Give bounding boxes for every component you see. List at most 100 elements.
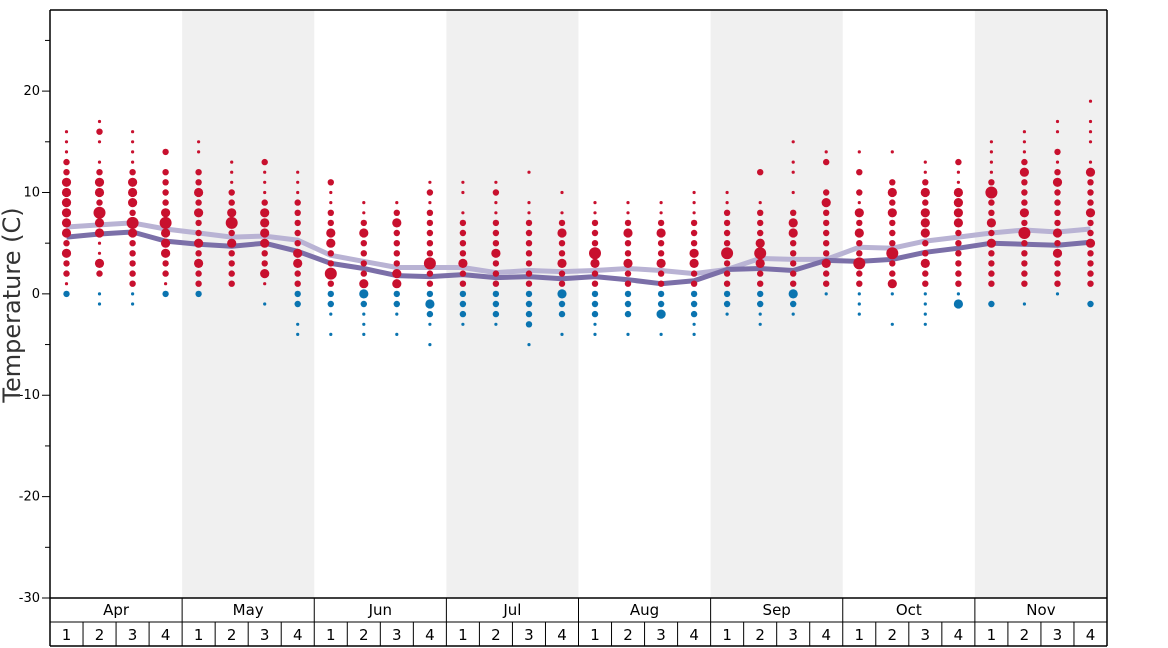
warm-dot xyxy=(329,190,333,195)
week-label: 2 xyxy=(95,626,105,644)
week-label: 4 xyxy=(821,626,831,644)
cold-dot xyxy=(591,290,599,298)
warm-dot xyxy=(956,170,961,174)
week-label: 2 xyxy=(888,626,898,644)
warm-dot xyxy=(263,180,267,184)
warm-dot xyxy=(96,169,103,176)
warm-dot xyxy=(527,201,531,205)
warm-dot xyxy=(94,228,105,238)
warm-dot xyxy=(94,177,105,187)
warm-dot xyxy=(725,190,729,195)
cold-dot xyxy=(788,289,798,299)
warm-dot xyxy=(525,250,533,257)
warm-dot xyxy=(690,270,698,277)
cold-dot xyxy=(359,289,369,299)
warm-dot xyxy=(657,250,665,257)
warm-dot xyxy=(359,228,369,238)
plot-frame xyxy=(49,9,1108,598)
warm-dot xyxy=(393,240,400,247)
warm-dot xyxy=(64,282,69,286)
warm-dot xyxy=(1021,219,1028,227)
cold-dot xyxy=(97,292,102,296)
warm-dot xyxy=(922,240,929,247)
warm-dot xyxy=(1018,227,1031,239)
month-band xyxy=(182,10,315,598)
warm-dot xyxy=(61,198,72,208)
week-label: 4 xyxy=(689,626,699,644)
warm-dot xyxy=(261,250,268,257)
warm-dot xyxy=(757,209,764,216)
warm-dot xyxy=(525,260,533,267)
cold-dot xyxy=(296,332,300,336)
week-label: 4 xyxy=(1086,626,1096,644)
warm-dot xyxy=(161,208,171,218)
warm-dot xyxy=(96,128,103,135)
warm-dot xyxy=(1055,160,1060,164)
cold-dot xyxy=(890,322,894,326)
warm-dot xyxy=(426,250,434,257)
warm-dot xyxy=(126,216,139,229)
warm-dot xyxy=(94,187,105,198)
cold-dot xyxy=(131,292,135,296)
cold-dot xyxy=(558,310,566,318)
warm-dot xyxy=(886,247,899,260)
warm-dot xyxy=(923,160,927,164)
warm-dot xyxy=(692,190,696,195)
warm-dot xyxy=(63,260,70,267)
warm-dot xyxy=(823,158,830,166)
warm-dot xyxy=(988,209,995,216)
warm-dot xyxy=(1088,160,1093,164)
warm-dot xyxy=(392,269,402,279)
warm-dot xyxy=(557,258,567,268)
warm-dot xyxy=(890,150,894,154)
cold-dot xyxy=(395,312,399,316)
warm-dot xyxy=(261,260,268,267)
warm-dot xyxy=(324,267,337,280)
warm-dot xyxy=(129,240,136,247)
warm-dot xyxy=(261,199,268,206)
week-label: 4 xyxy=(954,626,964,644)
warm-dot xyxy=(131,160,135,164)
y-axis-label: Temperature (C) xyxy=(0,207,26,403)
warm-dot xyxy=(194,258,204,268)
cold-dot xyxy=(692,322,696,326)
warm-dot xyxy=(458,258,468,268)
warm-dot xyxy=(162,169,169,176)
warm-dot xyxy=(63,240,70,247)
cold-dot xyxy=(362,332,366,336)
warm-dot xyxy=(955,250,962,257)
warm-dot xyxy=(97,140,102,144)
warm-dot xyxy=(692,211,696,215)
week-label: 2 xyxy=(227,626,237,644)
warm-dot xyxy=(955,240,962,247)
warm-dot xyxy=(657,280,665,287)
warm-dot xyxy=(1088,119,1093,124)
warm-dot xyxy=(195,219,202,227)
month-bands xyxy=(182,10,1107,598)
cold-dot xyxy=(857,302,861,306)
warm-dot xyxy=(821,198,831,208)
warm-dot xyxy=(527,170,531,174)
cold-dot xyxy=(790,300,797,308)
warm-dot xyxy=(1021,250,1028,257)
warm-dot xyxy=(923,170,927,174)
warm-dot xyxy=(129,250,136,257)
warm-dot xyxy=(824,150,828,154)
warm-dot xyxy=(626,211,630,215)
upper-line xyxy=(66,220,1091,277)
warm-dot xyxy=(294,199,301,206)
month-label: Jul xyxy=(502,601,521,619)
cold-dot xyxy=(525,321,533,328)
warm-dot xyxy=(195,270,202,277)
warm-dot xyxy=(525,240,533,247)
warm-dot xyxy=(129,280,136,287)
week-label: 2 xyxy=(755,626,765,644)
warm-dot xyxy=(657,270,665,277)
warm-dot xyxy=(360,270,367,277)
warm-dot xyxy=(986,238,997,248)
warm-dot xyxy=(459,229,467,237)
warm-dot xyxy=(956,180,961,184)
warm-dot xyxy=(889,229,896,237)
warm-dot xyxy=(1021,199,1028,206)
warm-dot xyxy=(195,229,202,237)
